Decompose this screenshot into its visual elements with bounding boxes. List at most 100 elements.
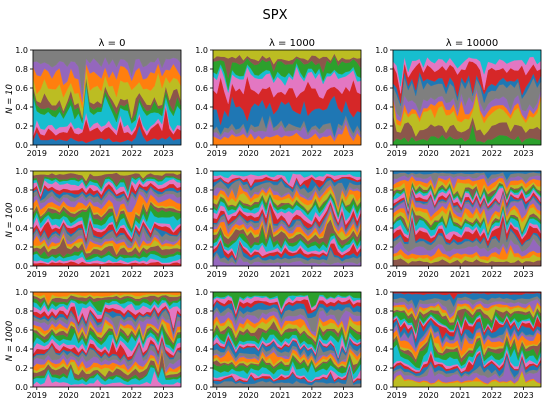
x-tick-label: 2021 xyxy=(90,270,110,279)
x-tick-label: 2022 xyxy=(302,270,322,279)
x-tick-label: 2023 xyxy=(153,270,173,279)
x-tick-label: 2022 xyxy=(482,270,502,279)
x-tick-label: 2019 xyxy=(27,149,47,158)
y-tick-label: 0.2 xyxy=(15,364,28,373)
x-tick-label: 2023 xyxy=(333,270,353,279)
panel-1-3: 0.0 0.2 0.4 0.6 0.8 1.0 2019 2020 2021 2022 2023 xyxy=(375,46,542,158)
axes-frame xyxy=(392,49,542,146)
y-tick-label: 0.6 xyxy=(375,84,388,93)
x-tick-label: 2023 xyxy=(513,270,533,279)
figure-title: SPX xyxy=(263,8,288,23)
x-tick-label: 2021 xyxy=(270,391,290,400)
x-tick-label: 2019 xyxy=(387,149,407,158)
y-tick-label: 0.4 xyxy=(15,345,28,354)
panel-2-2: 0.0 0.2 0.4 0.6 0.8 1.0 2019 2020 2021 2022 2023 xyxy=(195,167,362,279)
x-tick-label: 2019 xyxy=(387,270,407,279)
y-tick-label: 0.4 xyxy=(375,224,388,233)
y-tick-label: 0.4 xyxy=(195,224,208,233)
y-tick-label: 0.4 xyxy=(15,103,28,112)
x-tick-label: 2020 xyxy=(58,149,78,158)
axes-frame xyxy=(32,291,182,388)
x-tick-label: 2023 xyxy=(333,149,353,158)
row-label-1: N = 10 xyxy=(5,84,15,114)
row-label-3: N = 1000 xyxy=(5,321,15,362)
y-tick-label: 0.6 xyxy=(195,326,208,335)
x-tick-label: 2019 xyxy=(27,391,47,400)
panel-3-3: 0.0 0.2 0.4 0.6 0.8 1.0 2019 2020 2021 2022 2023 xyxy=(375,288,542,400)
y-tick-label: 1.0 xyxy=(375,167,388,176)
y-tick-label: 0.0 xyxy=(15,383,28,392)
y-tick-label: 1.0 xyxy=(375,46,388,55)
y-tick-label: 0.8 xyxy=(15,307,28,316)
x-tick-label: 2021 xyxy=(450,391,470,400)
y-tick-label: 0.6 xyxy=(15,326,28,335)
x-tick-label: 2022 xyxy=(482,391,502,400)
x-tick-label: 2022 xyxy=(482,149,502,158)
x-tick-label: 2023 xyxy=(333,391,353,400)
x-tick-label: 2020 xyxy=(58,270,78,279)
y-tick-label: 1.0 xyxy=(15,167,28,176)
x-tick-label: 2019 xyxy=(207,391,227,400)
y-tick-label: 0.2 xyxy=(195,122,208,131)
panel-3-1: 0.0 0.2 0.4 0.6 0.8 1.0 2019 2020 2021 2022 2023 xyxy=(15,288,182,400)
x-tick-label: 2019 xyxy=(27,270,47,279)
y-tick-label: 0.6 xyxy=(195,205,208,214)
axes-frame xyxy=(212,49,362,146)
y-tick-label: 0.8 xyxy=(375,65,388,74)
y-tick-label: 1.0 xyxy=(195,46,208,55)
y-tick-label: 0.2 xyxy=(15,243,28,252)
y-tick-label: 0.8 xyxy=(195,65,208,74)
panel-2-1: 0.0 0.2 0.4 0.6 0.8 1.0 2019 2020 2021 2022 2023 xyxy=(15,167,182,279)
axes-frame xyxy=(212,291,362,388)
y-tick-label: 0.2 xyxy=(375,122,388,131)
y-tick-label: 0.0 xyxy=(195,141,208,150)
x-tick-label: 2021 xyxy=(270,270,290,279)
panel-2-3: 0.0 0.2 0.4 0.6 0.8 1.0 2019 2020 2021 2022 2023 xyxy=(375,167,542,279)
x-tick-label: 2019 xyxy=(207,270,227,279)
y-tick-label: 0.2 xyxy=(195,364,208,373)
x-tick-label: 2020 xyxy=(238,149,258,158)
y-tick-label: 0.4 xyxy=(15,224,28,233)
x-tick-label: 2020 xyxy=(418,391,438,400)
x-tick-label: 2021 xyxy=(90,391,110,400)
y-tick-label: 0.2 xyxy=(195,243,208,252)
x-tick-label: 2023 xyxy=(153,391,173,400)
panel-1-2: 0.0 0.2 0.4 0.6 0.8 1.0 2019 2020 2021 2022 2023 xyxy=(195,46,362,158)
y-tick-label: 1.0 xyxy=(195,167,208,176)
x-tick-label: 2019 xyxy=(387,391,407,400)
y-tick-label: 0.8 xyxy=(15,65,28,74)
axes-frame xyxy=(32,170,182,267)
panel-1-1: 0.0 0.2 0.4 0.6 0.8 1.0 2019 2020 2021 2022 2023 xyxy=(15,46,182,158)
y-tick-label: 1.0 xyxy=(15,288,28,297)
x-tick-label: 2022 xyxy=(302,391,322,400)
row-label-2: N = 100 xyxy=(5,202,15,237)
y-tick-label: 0.0 xyxy=(375,262,388,271)
y-tick-label: 0.4 xyxy=(375,103,388,112)
column-title-2: λ = 1000 xyxy=(269,38,315,49)
y-tick-label: 0.8 xyxy=(195,186,208,195)
y-tick-label: 0.6 xyxy=(375,205,388,214)
y-tick-label: 0.6 xyxy=(375,326,388,335)
y-tick-label: 0.4 xyxy=(195,103,208,112)
y-tick-label: 0.2 xyxy=(375,243,388,252)
x-tick-label: 2022 xyxy=(122,391,142,400)
y-tick-label: 1.0 xyxy=(195,288,208,297)
y-tick-label: 0.2 xyxy=(375,364,388,373)
x-tick-label: 2021 xyxy=(270,149,290,158)
column-title-1: λ = 0 xyxy=(98,38,125,49)
x-tick-label: 2022 xyxy=(122,149,142,158)
x-tick-label: 2023 xyxy=(153,149,173,158)
y-tick-label: 0.6 xyxy=(15,84,28,93)
x-tick-label: 2020 xyxy=(58,391,78,400)
x-tick-label: 2019 xyxy=(207,149,227,158)
x-tick-label: 2021 xyxy=(90,149,110,158)
x-tick-label: 2023 xyxy=(513,149,533,158)
axes-frame xyxy=(212,170,362,267)
y-tick-label: 0.0 xyxy=(195,383,208,392)
y-tick-label: 0.0 xyxy=(15,262,28,271)
x-tick-label: 2023 xyxy=(513,391,533,400)
axes-frame xyxy=(392,170,542,267)
y-tick-label: 1.0 xyxy=(15,46,28,55)
